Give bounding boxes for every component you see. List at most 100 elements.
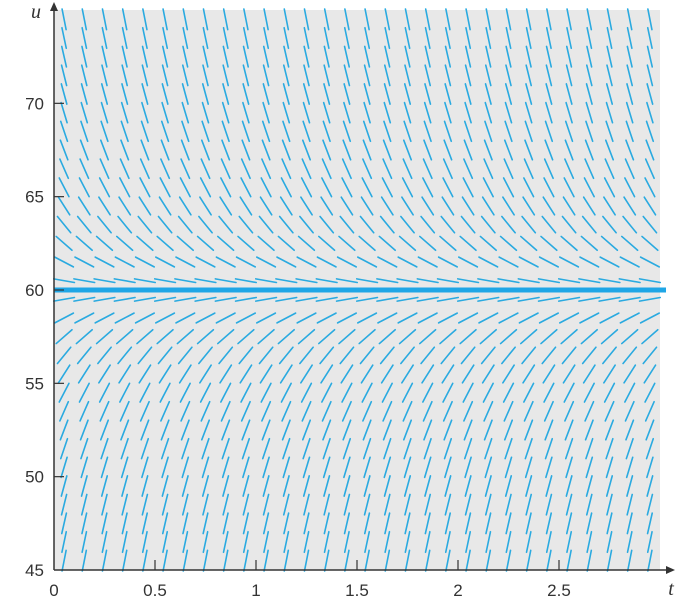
- slope-segment: [74, 312, 95, 324]
- slope-segment: [120, 101, 129, 124]
- slope-segment: [275, 296, 298, 302]
- slope-segment: [625, 437, 634, 460]
- slope-segment: [239, 364, 253, 384]
- slope-segment: [121, 493, 129, 516]
- slope-segment: [75, 328, 93, 345]
- slope-segment: [564, 419, 574, 441]
- slope-segment: [240, 400, 251, 422]
- slope-segment: [81, 8, 88, 31]
- slope-segment: [543, 177, 555, 198]
- slope-segment: [139, 177, 151, 198]
- y-tick-label: 70: [25, 94, 44, 113]
- slope-segment: [485, 8, 492, 31]
- slope-segment: [463, 139, 473, 161]
- slope-segment: [221, 419, 231, 441]
- slope-segment: [363, 475, 371, 497]
- slope-segment: [282, 437, 291, 460]
- slope-segment: [505, 549, 512, 572]
- slope-segment: [460, 215, 476, 234]
- slope-segment: [503, 400, 514, 422]
- slope-segment: [484, 64, 492, 87]
- slope-segment: [343, 26, 350, 50]
- slope-segment: [99, 400, 110, 422]
- slope-segment: [644, 177, 656, 198]
- slope-segment: [517, 278, 540, 284]
- slope-segment: [420, 346, 436, 365]
- slope-segment: [315, 296, 338, 302]
- slope-segment: [161, 45, 169, 68]
- slope-segment: [55, 235, 73, 252]
- slope-segment: [262, 475, 270, 497]
- slope-segment: [261, 437, 271, 460]
- slope-segment: [201, 120, 210, 143]
- slope-segment: [538, 256, 560, 268]
- slope-segment: [159, 382, 171, 403]
- slope-segment: [622, 215, 638, 234]
- slope-segment: [545, 101, 553, 124]
- slope-segment: [60, 512, 68, 535]
- slope-segment: [323, 45, 330, 68]
- slope-segment: [60, 64, 68, 87]
- slope-segment: [364, 549, 370, 572]
- slope-segment: [182, 512, 189, 535]
- slope-segment: [323, 549, 330, 572]
- y-axis-label: u: [31, 1, 41, 23]
- slope-segment: [323, 8, 330, 31]
- slope-segment: [162, 8, 168, 31]
- slope-segment: [340, 364, 354, 384]
- slope-segment: [524, 101, 533, 124]
- slope-segment: [61, 530, 68, 554]
- slope-segment: [301, 400, 312, 422]
- slope-segment: [217, 235, 235, 252]
- slope-segment: [465, 26, 472, 50]
- slope-segment: [464, 512, 472, 535]
- slope-segment: [53, 312, 75, 324]
- slope-segment: [156, 235, 174, 252]
- slope-segment: [321, 177, 333, 198]
- slope-segment: [79, 139, 89, 161]
- slope-segment: [542, 364, 556, 384]
- slope-segment: [623, 196, 637, 216]
- slope-segment: [622, 346, 638, 365]
- slope-segment: [378, 328, 397, 345]
- slope-segment: [384, 512, 391, 535]
- slope-segment: [237, 235, 255, 252]
- slope-segment: [58, 382, 70, 403]
- slope-segment: [202, 45, 209, 68]
- slope-segment: [398, 235, 417, 252]
- slope-segment: [646, 512, 654, 535]
- slope-segment: [380, 196, 394, 216]
- slope-segment: [177, 346, 193, 365]
- slope-segment: [646, 101, 654, 124]
- slope-segment: [97, 215, 112, 234]
- slope-segment: [157, 215, 173, 234]
- slope-segment: [363, 512, 371, 535]
- slope-segment: [100, 475, 109, 497]
- slope-segment: [424, 530, 431, 554]
- slope-segment: [518, 256, 539, 268]
- slope-segment: [322, 101, 331, 124]
- slope-segment: [479, 235, 498, 252]
- slope-segment: [114, 312, 135, 324]
- slope-segment: [343, 101, 351, 124]
- slope-segment: [362, 437, 372, 460]
- slope-segment: [75, 235, 93, 252]
- slope-segment: [404, 8, 411, 31]
- slope-segment: [342, 419, 352, 441]
- slope-segment: [544, 120, 554, 143]
- slope-segment: [381, 177, 393, 198]
- slope-segment: [263, 8, 269, 31]
- slope-segment: [282, 101, 291, 124]
- slope-segment: [620, 328, 639, 345]
- slope-segment: [283, 8, 290, 31]
- slope-segment: [59, 139, 69, 161]
- slope-segment: [181, 101, 190, 124]
- slope-segment: [141, 512, 149, 535]
- slope-segment: [141, 83, 149, 105]
- slope-segment: [517, 296, 540, 302]
- slope-segment: [278, 346, 294, 365]
- slope-segment: [380, 364, 394, 384]
- slope-segment: [340, 196, 354, 216]
- slope-segment: [241, 419, 251, 441]
- slope-segment: [114, 256, 135, 268]
